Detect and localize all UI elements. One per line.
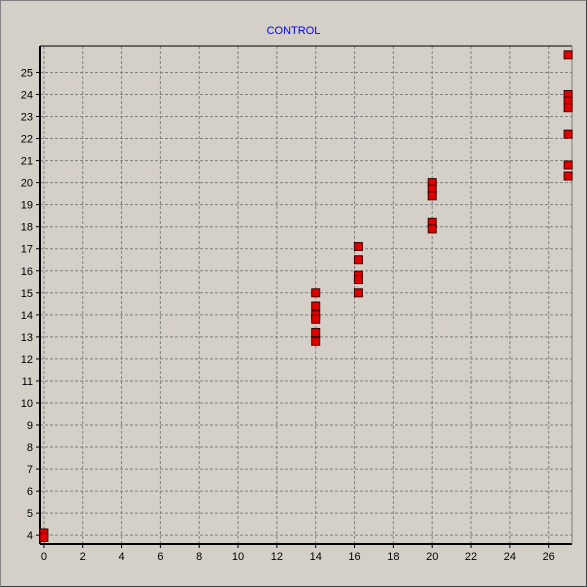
- y-tick-label: 13: [21, 332, 33, 344]
- x-tick-label: 8: [196, 551, 202, 563]
- plot-background: [40, 46, 572, 544]
- y-tick-label: 24: [21, 89, 33, 101]
- y-tick-label: 20: [21, 178, 33, 190]
- x-tick-label: 16: [348, 551, 360, 563]
- chart-title: CONTROL: [266, 25, 321, 37]
- data-point: [39, 532, 49, 542]
- data-point: [353, 242, 363, 252]
- y-tick-label: 23: [21, 112, 33, 124]
- data-point: [311, 301, 321, 311]
- data-point: [353, 255, 363, 265]
- data-point: [311, 314, 321, 324]
- y-tick-label: 14: [21, 310, 33, 322]
- y-tick-label: 11: [22, 376, 33, 388]
- y-tick-label: 6: [27, 486, 33, 498]
- x-tick-label: 10: [232, 551, 244, 563]
- y-tick-label: 18: [21, 222, 33, 234]
- y-tick-label: 25: [21, 67, 33, 79]
- data-point: [353, 288, 363, 298]
- y-tick-label: 17: [21, 244, 33, 256]
- x-tick-label: 26: [543, 551, 555, 563]
- y-tick-label: 15: [21, 288, 33, 300]
- x-tick-label: 12: [271, 551, 283, 563]
- y-tick-label: 10: [21, 398, 33, 410]
- x-tick-label: 2: [80, 551, 86, 563]
- y-tick-label: 22: [21, 134, 33, 146]
- x-tick-label: 24: [504, 551, 516, 563]
- data-point: [311, 327, 321, 337]
- data-point: [563, 129, 573, 139]
- data-point: [563, 171, 573, 181]
- y-tick-label: 9: [27, 420, 33, 432]
- data-point: [563, 50, 573, 60]
- data-point: [353, 275, 363, 285]
- y-tick-label: 16: [21, 266, 33, 278]
- y-tick-label: 19: [21, 200, 33, 212]
- y-tick-label: 4: [27, 530, 33, 542]
- y-tick-label: 21: [21, 156, 33, 168]
- y-tick-label: 12: [21, 354, 33, 366]
- y-tick-label: 8: [27, 442, 33, 454]
- x-tick-label: 22: [465, 551, 477, 563]
- y-tick-label: 5: [27, 508, 33, 520]
- data-point: [427, 224, 437, 234]
- x-tick-label: 4: [118, 551, 124, 563]
- x-tick-label: 0: [41, 551, 47, 563]
- data-point: [563, 103, 573, 113]
- data-point: [427, 191, 437, 201]
- y-tick-label: 7: [27, 464, 33, 476]
- x-tick-label: 14: [310, 551, 322, 563]
- x-tick-label: 18: [387, 551, 399, 563]
- data-point: [563, 160, 573, 170]
- x-tick-label: 20: [426, 551, 438, 563]
- x-tick-label: 6: [157, 551, 163, 563]
- data-point: [311, 336, 321, 346]
- data-point: [311, 288, 321, 298]
